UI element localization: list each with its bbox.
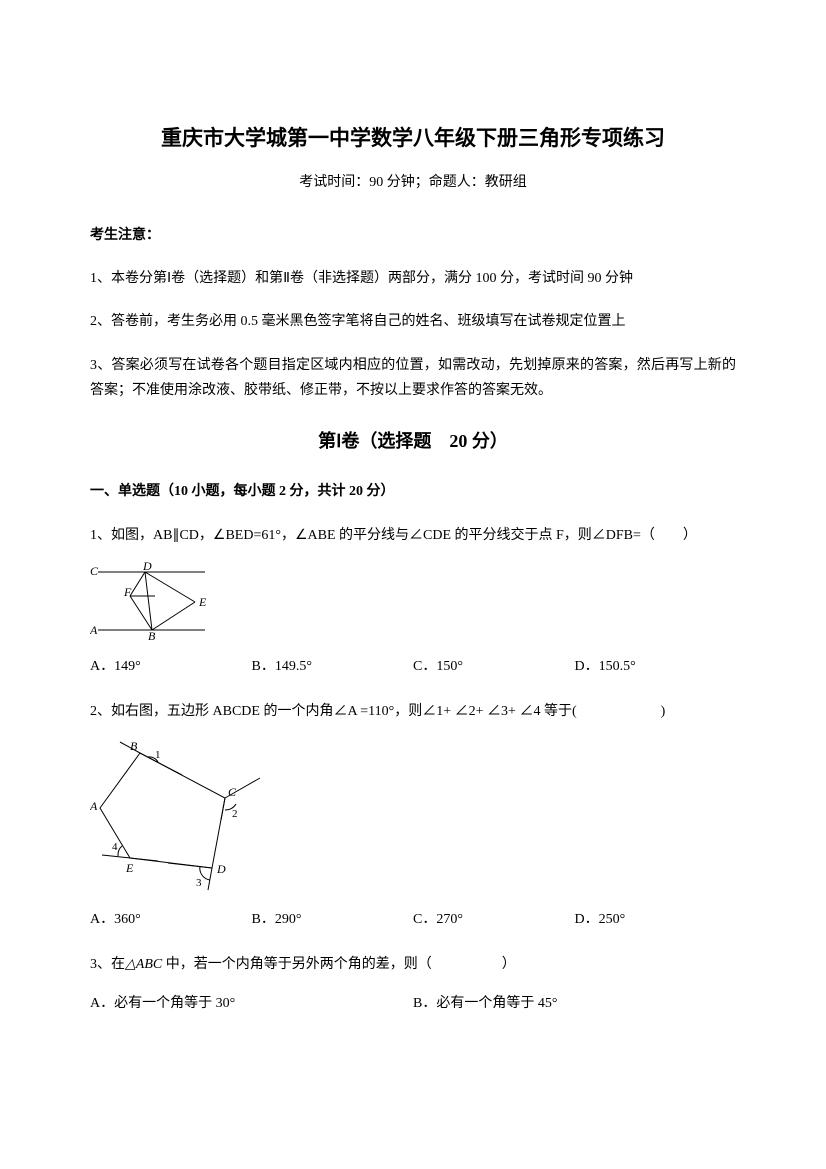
label-A: A: [90, 623, 98, 637]
label-E2: E: [125, 861, 134, 875]
label-D2: D: [216, 862, 226, 876]
question-1-text: 1、如图，AB∥CD，∠BED=61°，∠ABE 的平分线与∠CDE 的平分线交…: [90, 523, 736, 548]
question-1-figure: C D F E A B: [90, 562, 736, 640]
q1-option-a: A．149°: [90, 654, 252, 679]
label-F: F: [123, 585, 132, 599]
exam-title: 重庆市大学城第一中学数学八年级下册三角形专项练习: [90, 120, 736, 158]
label-C2: C: [228, 785, 237, 799]
label-3: 3: [196, 877, 202, 889]
label-B2: B: [130, 739, 138, 753]
question-2-figure: A B C D E 1 2 3 4: [90, 738, 736, 893]
question-2-options: A．360° B．290° C．270° D．250°: [90, 907, 736, 932]
q2-option-b: B．290°: [252, 907, 414, 932]
q2-option-a: A．360°: [90, 907, 252, 932]
q3-italic: △ABC: [125, 957, 162, 972]
label-B: B: [148, 629, 156, 640]
instruction-2: 2、答卷前，考生务必用 0.5 毫米黑色签字笔将自己的姓名、班级填写在试卷规定位…: [90, 309, 736, 334]
label-C: C: [90, 564, 99, 578]
question-2-text: 2、如右图，五边形 ABCDE 的一个内角∠A =110°，则∠1+ ∠2+ ∠…: [90, 699, 736, 724]
q3-option-a: A．必有一个角等于 30°: [90, 991, 413, 1016]
question-3-options: A．必有一个角等于 30° B．必有一个角等于 45°: [90, 991, 736, 1016]
label-E: E: [198, 595, 207, 609]
q1-option-d: D．150.5°: [575, 654, 737, 679]
q3-option-b: B．必有一个角等于 45°: [413, 991, 736, 1016]
q1-option-c: C．150°: [413, 654, 575, 679]
notice-header: 考生注意：: [90, 223, 736, 248]
question-3-text: 3、在△ABC 中，若一个内角等于另外两个角的差，则（ ）: [90, 952, 736, 977]
instruction-3: 3、答案必须写在试卷各个题目指定区域内相应的位置，如需改动，先划掉原来的答案，然…: [90, 353, 736, 403]
q2-option-d: D．250°: [575, 907, 737, 932]
label-A2: A: [90, 799, 98, 813]
question-1-options: A．149° B．149.5° C．150° D．150.5°: [90, 654, 736, 679]
part1-title: 第Ⅰ卷（选择题 20 分）: [90, 425, 736, 457]
q3-text-before: 3、在: [90, 957, 125, 972]
label-1: 1: [155, 749, 161, 761]
q1-option-b: B．149.5°: [252, 654, 414, 679]
instruction-1: 1、本卷分第Ⅰ卷（选择题）和第Ⅱ卷（非选择题）两部分，满分 100 分，考试时间…: [90, 266, 736, 291]
exam-subtitle: 考试时间：90 分钟；命题人：教研组: [90, 170, 736, 195]
label-4: 4: [112, 841, 118, 853]
label-2: 2: [232, 808, 238, 820]
section1-header: 一、单选题（10 小题，每小题 2 分，共计 20 分）: [90, 479, 736, 504]
q2-option-c: C．270°: [413, 907, 575, 932]
label-D: D: [142, 562, 152, 573]
q3-text-after: 中，若一个内角等于另外两个角的差，则（ ）: [162, 957, 516, 972]
